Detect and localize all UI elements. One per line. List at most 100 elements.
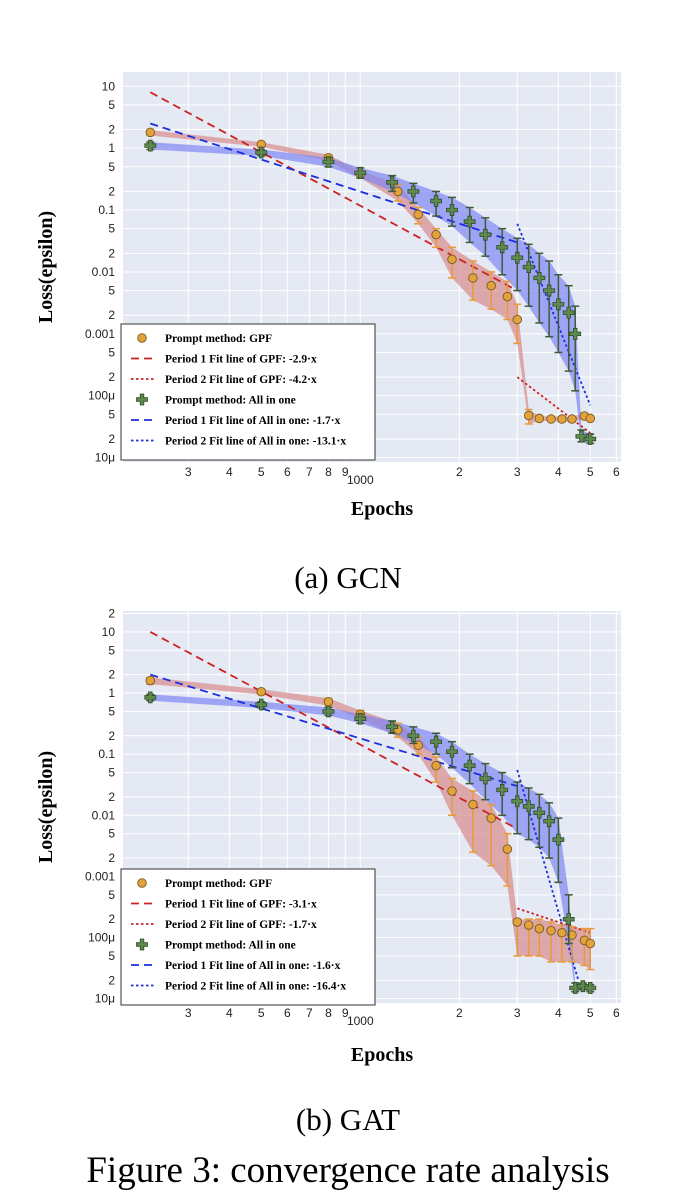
x-tick-label: 4 — [226, 1006, 233, 1020]
x-tick-label: 3 — [185, 465, 192, 479]
y-tick-label: 5 — [108, 704, 115, 718]
data-point-all-in-one — [496, 784, 509, 796]
x-tick-label: 6 — [613, 465, 620, 479]
x-tick-label: 6 — [613, 1006, 620, 1020]
confidence-band-gpf — [150, 677, 591, 970]
data-point-gpf — [567, 414, 577, 424]
legend-swatch-gpf — [137, 333, 147, 343]
data-point-all-in-one — [463, 759, 476, 772]
data-point-all-in-one — [569, 327, 582, 340]
y-axis-title: Loss(epsilon) — [35, 751, 57, 863]
x-tick-label: 4 — [555, 465, 562, 479]
x-tick-label: 6 — [284, 465, 291, 479]
data-point-all-in-one — [322, 155, 335, 168]
legend-label: Period 2 Fit line of GPF: -1.7·x — [165, 919, 317, 931]
y-tick-label: 2 — [108, 729, 115, 743]
data-point-all-in-one — [533, 272, 546, 284]
data-point-all-in-one — [577, 980, 589, 993]
data-point-gpf — [323, 697, 334, 707]
data-point-all-in-one — [386, 720, 399, 733]
legend-label: Period 2 Fit line of All in one: -13.1·x — [165, 436, 346, 448]
y-tick-label: 2 — [108, 607, 115, 621]
y-tick-label: 0.01 — [92, 808, 116, 822]
data-point-all-in-one — [430, 195, 443, 207]
data-point-all-in-one — [562, 306, 575, 319]
legend-label: Period 1 Fit line of All in one: -1.6·x — [165, 960, 341, 972]
x-tick-label: 7 — [306, 465, 313, 479]
legend-label: Prompt method: All in one — [165, 395, 296, 407]
subcaption-gcn: (a) GCN — [294, 560, 402, 595]
y-tick-label: 2 — [108, 432, 115, 446]
legend-label: Period 1 Fit line of GPF: -2.9·x — [165, 354, 317, 366]
figure-caption: Figure 3: convergence rate analysis — [86, 1150, 609, 1191]
y-tick-label: 5 — [108, 766, 115, 780]
data-point-gpf — [546, 925, 556, 936]
fit-line-0 — [149, 91, 518, 292]
y-tick-label: 10μ — [95, 992, 115, 1006]
legend-swatch-all-in-one — [136, 393, 148, 406]
fit-line-0 — [149, 631, 518, 830]
data-point-all-in-one — [430, 735, 443, 748]
data-point-all-in-one — [533, 806, 546, 819]
data-point-all-in-one — [479, 228, 492, 241]
data-point-gpf — [557, 414, 567, 424]
y-tick-label: 0.001 — [85, 327, 115, 341]
y-tick-label: 5 — [108, 949, 115, 963]
data-point-all-in-one — [511, 795, 524, 808]
data-point-gpf — [557, 927, 567, 938]
y-tick-label: 2 — [108, 790, 115, 804]
data-point-gpf — [468, 273, 478, 283]
y-tick-label: 5 — [108, 222, 115, 236]
data-point-gpf — [567, 930, 577, 940]
data-point-all-in-one — [496, 241, 509, 254]
x-tick-label: 5 — [587, 465, 594, 479]
legend: Prompt method: GPF Period 1 Fit line of G… — [120, 323, 376, 461]
data-point-gpf — [502, 291, 513, 302]
data-point-all-in-one — [322, 705, 335, 718]
data-point-all-in-one — [407, 729, 420, 742]
x-tick-label: 7 — [306, 1006, 313, 1020]
x-tick-label: 8 — [325, 465, 332, 479]
y-tick-label: 10 — [102, 625, 116, 639]
y-tick-label: 5 — [108, 888, 115, 902]
data-point-all-in-one — [144, 691, 157, 704]
y-tick-label: 100μ — [88, 389, 115, 403]
data-point-gpf — [447, 786, 457, 796]
y-tick-label: 2 — [108, 308, 115, 322]
legend-label: Period 1 Fit line of All in one: -1.7·x — [165, 415, 341, 427]
y-tick-label: 5 — [108, 827, 115, 841]
data-point-all-in-one — [511, 251, 524, 264]
data-point-all-in-one — [386, 176, 399, 189]
x-tick-label: 3 — [514, 465, 521, 479]
y-tick-label: 5 — [108, 98, 115, 112]
x-tick-label: 5 — [258, 465, 265, 479]
data-point-gpf — [468, 799, 478, 810]
y-tick-label: 0.1 — [98, 747, 115, 761]
x-tick-label: 4 — [226, 465, 233, 479]
legend-label: Prompt method: All in one — [165, 940, 296, 952]
data-point-all-in-one — [354, 166, 367, 179]
fit-line-2 — [150, 673, 518, 788]
data-point-gpf — [256, 687, 267, 697]
data-point-gpf — [546, 414, 556, 424]
y-tick-label: 10μ — [95, 451, 115, 465]
data-point-all-in-one — [569, 982, 582, 994]
data-point-all-in-one — [144, 139, 157, 152]
legend-label: Period 2 Fit line of All in one: -16.4·x — [165, 981, 346, 993]
data-point-all-in-one — [255, 146, 268, 159]
x-axis-title: Epochs — [351, 498, 413, 520]
data-point-gpf — [585, 413, 596, 424]
y-tick-label: 1 — [108, 141, 115, 155]
data-point-gpf — [431, 229, 441, 240]
y-tick-label: 5 — [108, 345, 115, 359]
x-tick-label: 1000 — [347, 1014, 374, 1028]
y-tick-label: 2 — [108, 246, 115, 260]
legend-swatch-all-in-one — [136, 938, 148, 951]
data-point-all-in-one — [407, 185, 420, 198]
y-tick-label: 0.001 — [85, 869, 115, 883]
x-tick-label: 2 — [456, 1006, 463, 1020]
legend-box — [120, 323, 376, 461]
y-tick-label: 10 — [102, 79, 116, 93]
x-tick-label: 9 — [342, 1006, 349, 1020]
